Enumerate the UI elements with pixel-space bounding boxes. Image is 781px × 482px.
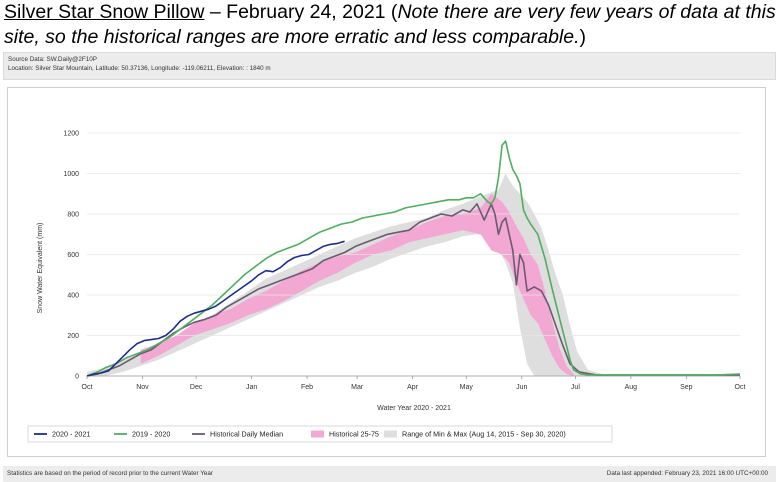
location-line: Location: Silver Star Mountain, Latitude… [8,65,271,72]
y-tick-label: 0 [75,374,79,381]
footer-bar: Statistics are based on the period of re… [3,466,776,482]
source-data-line: Source Data: SW.Daily@2F10P [8,56,97,63]
heading-note: Note there are very few years of data at… [4,1,776,48]
y-tick-label: 800 [67,212,79,219]
x-tick-label: Dec [190,384,203,391]
legend-label: 2020 - 2021 [52,430,90,439]
legend-swatch [384,430,397,438]
chart-heading: Silver Star Snow Pillow – February 24, 2… [4,0,779,50]
y-tick-label: 200 [67,333,79,340]
legend-label: Range of Min & Max (Aug 14, 2015 - Sep 3… [402,430,566,439]
x-axis-label: Water Year 2020 - 2021 [377,405,451,412]
footer-last-appended: Data last appended: February 23, 2021 16… [606,470,768,477]
legend: 2020 - 2021 2019 - 2020 Historical Daily M… [27,425,613,443]
x-tick-label: Oct [82,384,93,391]
y-tick-label: 600 [67,252,79,259]
x-tick-label: Oct [735,384,746,391]
x-tick-label: Jan [246,384,257,391]
x-tick-label: Jul [571,384,580,391]
heading-close: ) [579,26,587,48]
series-line-2019-2020 [86,140,741,377]
y-tick-label: 400 [67,293,79,300]
x-tick-label: Apr [407,384,419,391]
chart-panel: 0 200 400 600 800 1000 1200 Oct Nov Dec Jan Feb Mar A… [7,87,766,457]
x-tick-label: Aug [625,384,638,391]
source-info-box: Source Data: SW.Daily@2F10P Location: Si… [3,52,776,80]
footer-statistics-note: Statistics are based on the period of re… [7,470,213,477]
y-tick-label: 1000 [63,171,79,178]
y-tick-label: 1200 [63,131,79,138]
x-tick-label: Nov [136,384,149,391]
legend-label: 2019 - 2020 [132,430,170,439]
legend-swatch [311,430,324,438]
x-tick-label: Jun [516,384,527,391]
x-tick-label: Sep [680,384,693,391]
series-line-historical-daily-median [86,203,740,377]
y-axis-label: Snow Water Equivalent (mm) [37,223,44,314]
swe-chart: 0 200 400 600 800 1000 1200 Oct Nov Dec Jan Feb Mar A… [27,131,746,443]
heading-date: – February 24, 2021 ( [204,1,398,23]
legend-label: Historical 25-75 [329,430,379,439]
band-historical-25-75 [140,193,574,376]
x-tick-label: Feb [301,384,313,391]
x-tick-label: May [460,384,474,391]
legend-label: Historical Daily Median [210,430,283,439]
site-name: Silver Star Snow Pillow [4,1,205,23]
x-tick-label: Mar [351,384,364,391]
series-line-2020-2021 [86,240,345,377]
